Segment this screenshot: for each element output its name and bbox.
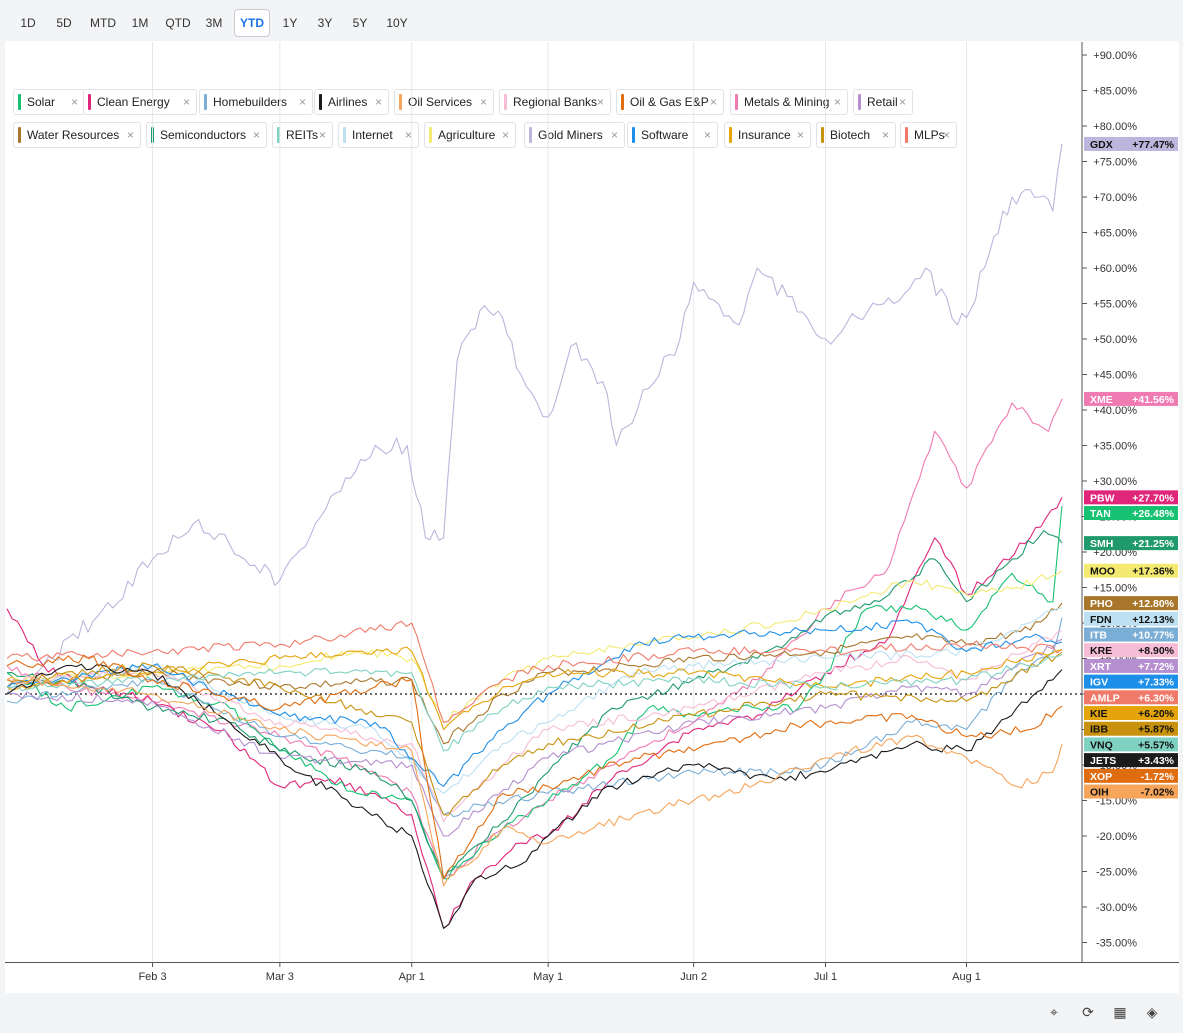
legend-chip-agriculture[interactable]: Agriculture × bbox=[424, 122, 516, 148]
grid-icon[interactable]: ▦ bbox=[1113, 1004, 1127, 1020]
timeframe-qtd-button[interactable]: QTD bbox=[165, 16, 191, 30]
chip-label: Oil & Gas E&P bbox=[630, 95, 709, 109]
close-icon[interactable]: × bbox=[596, 95, 604, 109]
chip-color-swatch bbox=[621, 94, 624, 110]
close-icon[interactable]: × bbox=[126, 128, 134, 142]
timeframe-mtd-button[interactable]: MTD bbox=[90, 16, 116, 30]
chip-color-swatch bbox=[858, 94, 861, 110]
chip-label: Water Resources bbox=[27, 128, 120, 142]
legend-chip-software[interactable]: Software × bbox=[627, 122, 718, 148]
timeframe-3m-button[interactable]: 3M bbox=[205, 16, 223, 30]
chip-color-swatch bbox=[151, 127, 154, 143]
close-icon[interactable]: × bbox=[898, 95, 906, 109]
chip-label: Biotech bbox=[830, 128, 871, 142]
chip-label: Semiconductors bbox=[160, 128, 247, 142]
chip-label: Agriculture bbox=[438, 128, 496, 142]
chip-color-swatch bbox=[504, 94, 507, 110]
chip-label: Metals & Mining bbox=[744, 95, 830, 109]
chip-label: Gold Miners bbox=[538, 128, 603, 142]
close-icon[interactable]: × bbox=[479, 95, 487, 109]
chip-color-swatch bbox=[735, 94, 738, 110]
chip-color-swatch bbox=[729, 127, 732, 143]
chip-color-swatch bbox=[343, 127, 346, 143]
chart-toolbar: ⌖ ⟳ ▦ ◈ bbox=[1040, 1000, 1170, 1024]
legend-chip-mlps[interactable]: MLPs × bbox=[900, 122, 957, 148]
chip-label: Software bbox=[641, 128, 689, 142]
chip-label: Regional Banks bbox=[513, 95, 598, 109]
timeframe-5y-button[interactable]: 5Y bbox=[352, 16, 368, 30]
close-icon[interactable]: × bbox=[796, 128, 804, 142]
legend-chip-oil-gas-e-p[interactable]: Oil & Gas E&P × bbox=[616, 89, 724, 115]
chip-color-swatch bbox=[905, 127, 908, 143]
chip-label: MLPs bbox=[914, 128, 945, 142]
close-icon[interactable]: × bbox=[501, 128, 509, 142]
crosshair-off-icon[interactable]: ⌖ bbox=[1050, 1004, 1058, 1020]
chip-color-swatch bbox=[277, 127, 280, 143]
chip-color-swatch bbox=[821, 127, 824, 143]
chip-label: Clean Energy bbox=[97, 95, 170, 109]
x-axis-band bbox=[5, 962, 1179, 993]
legend-chip-regional-banks[interactable]: Regional Banks × bbox=[499, 89, 611, 115]
close-icon[interactable]: × bbox=[833, 95, 841, 109]
legend-chip-homebuilders[interactable]: Homebuilders × bbox=[199, 89, 313, 115]
close-icon[interactable]: × bbox=[374, 95, 382, 109]
timeframe-3y-button[interactable]: 3Y bbox=[317, 16, 333, 30]
chip-color-swatch bbox=[632, 127, 635, 143]
legend-chip-retail[interactable]: Retail × bbox=[853, 89, 913, 115]
legend-chip-reits[interactable]: REITs × bbox=[272, 122, 333, 148]
legend-chip-insurance[interactable]: Insurance × bbox=[724, 122, 811, 148]
close-icon[interactable]: × bbox=[881, 128, 889, 142]
chip-label: Retail bbox=[867, 95, 898, 109]
refresh-icon[interactable]: ⟳ bbox=[1082, 1004, 1094, 1020]
legend-chip-semiconductors[interactable]: Semiconductors × bbox=[146, 122, 267, 148]
chip-label: Airlines bbox=[328, 95, 368, 109]
close-icon[interactable]: × bbox=[252, 128, 260, 142]
chip-color-swatch bbox=[529, 127, 532, 143]
chip-label: Oil Services bbox=[408, 95, 473, 109]
legend-chip-water-resources[interactable]: Water Resources × bbox=[13, 122, 141, 148]
close-icon[interactable]: × bbox=[298, 95, 306, 109]
chip-color-swatch bbox=[429, 127, 432, 143]
timeframe-1d-button[interactable]: 1D bbox=[20, 16, 36, 30]
chip-label: REITs bbox=[286, 128, 319, 142]
close-icon[interactable]: × bbox=[703, 128, 711, 142]
chip-label: Solar bbox=[27, 95, 56, 109]
timeframe-1y-button[interactable]: 1Y bbox=[282, 16, 298, 30]
chip-label: Insurance bbox=[738, 128, 791, 142]
legend-chip-gold-miners[interactable]: Gold Miners × bbox=[524, 122, 625, 148]
chip-color-swatch bbox=[18, 127, 21, 143]
chip-color-swatch bbox=[88, 94, 91, 110]
close-icon[interactable]: × bbox=[318, 128, 326, 142]
legend-chip-internet[interactable]: Internet × bbox=[338, 122, 419, 148]
chip-color-swatch bbox=[319, 94, 322, 110]
legend-chip-oil-services[interactable]: Oil Services × bbox=[394, 89, 494, 115]
legend-chip-clean-energy[interactable]: Clean Energy × bbox=[83, 89, 197, 115]
chip-color-swatch bbox=[399, 94, 402, 110]
chart-panel: Solar × Clean Energy × Homebuilders × Airlines… bbox=[5, 41, 1179, 962]
close-icon[interactable]: × bbox=[610, 128, 618, 142]
tag-icon[interactable]: ◈ bbox=[1146, 1004, 1158, 1020]
timeframe-5d-button[interactable]: 5D bbox=[56, 16, 72, 30]
timeframe-10y-button[interactable]: 10Y bbox=[386, 16, 408, 30]
legend-chip-solar[interactable]: Solar × bbox=[13, 89, 85, 115]
close-icon[interactable]: × bbox=[182, 95, 190, 109]
chip-color-swatch bbox=[204, 94, 207, 110]
close-icon[interactable]: × bbox=[942, 128, 950, 142]
close-icon[interactable]: × bbox=[404, 128, 412, 142]
timeframe-1m-button[interactable]: 1M bbox=[131, 16, 149, 30]
legend-chip-airlines[interactable]: Airlines × bbox=[314, 89, 389, 115]
chip-label: Homebuilders bbox=[213, 95, 288, 109]
close-icon[interactable]: × bbox=[70, 95, 78, 109]
legend-chip-metals-mining[interactable]: Metals & Mining × bbox=[730, 89, 848, 115]
chip-label: Internet bbox=[352, 128, 393, 142]
timeframe-ytd-button[interactable]: YTD bbox=[234, 9, 270, 37]
close-icon[interactable]: × bbox=[709, 95, 717, 109]
legend-chip-biotech[interactable]: Biotech × bbox=[816, 122, 896, 148]
timeframe-bar: 1D 5D MTD 1M QTD 3M YTD 1Y 3Y 5Y 10Y bbox=[0, 0, 1183, 42]
chip-color-swatch bbox=[18, 94, 21, 110]
